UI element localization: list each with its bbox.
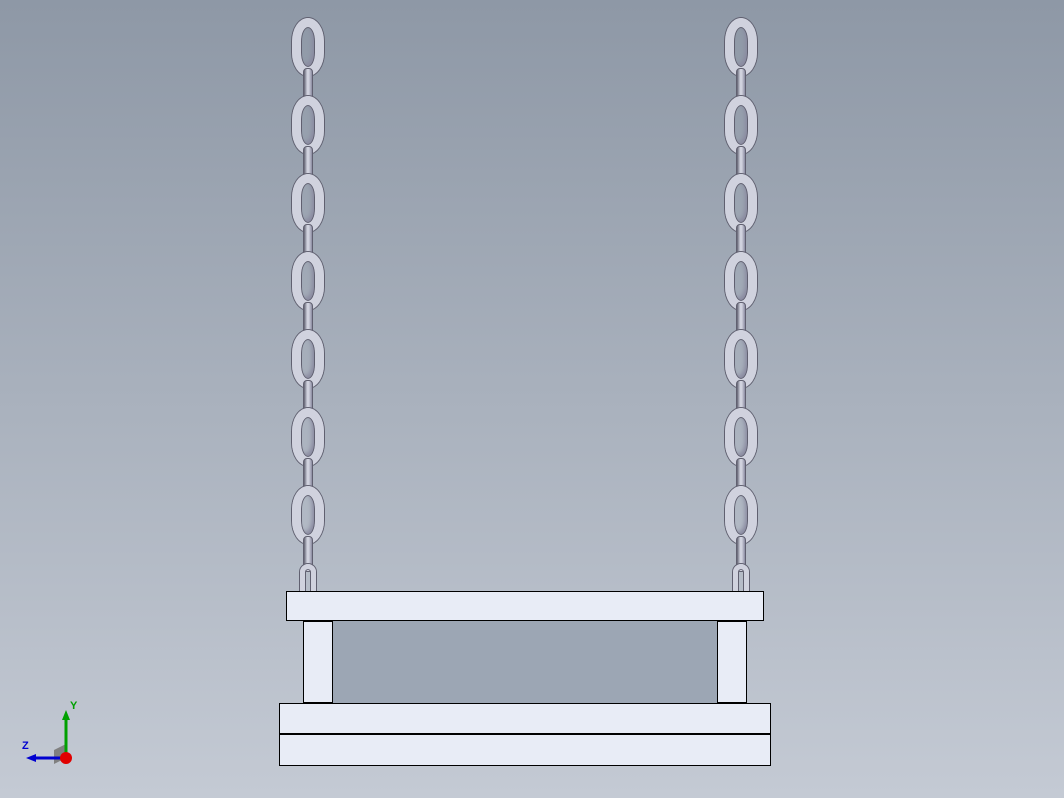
swing-mid-bar bbox=[279, 703, 771, 734]
triad-icon bbox=[26, 700, 106, 780]
swing-right-post bbox=[717, 621, 747, 703]
swing-left-post bbox=[303, 621, 333, 703]
swing-bottom-bar bbox=[279, 734, 771, 766]
y-axis-label: Y bbox=[70, 700, 77, 712]
view-triad[interactable]: Y Z bbox=[26, 700, 106, 780]
chain-hook bbox=[300, 564, 316, 592]
cad-viewport[interactable]: Y Z bbox=[0, 0, 1064, 798]
swing-top-bar bbox=[286, 591, 764, 621]
swing-opening bbox=[333, 621, 717, 703]
z-axis-label: Z bbox=[22, 740, 29, 752]
chain-hook bbox=[733, 564, 749, 592]
